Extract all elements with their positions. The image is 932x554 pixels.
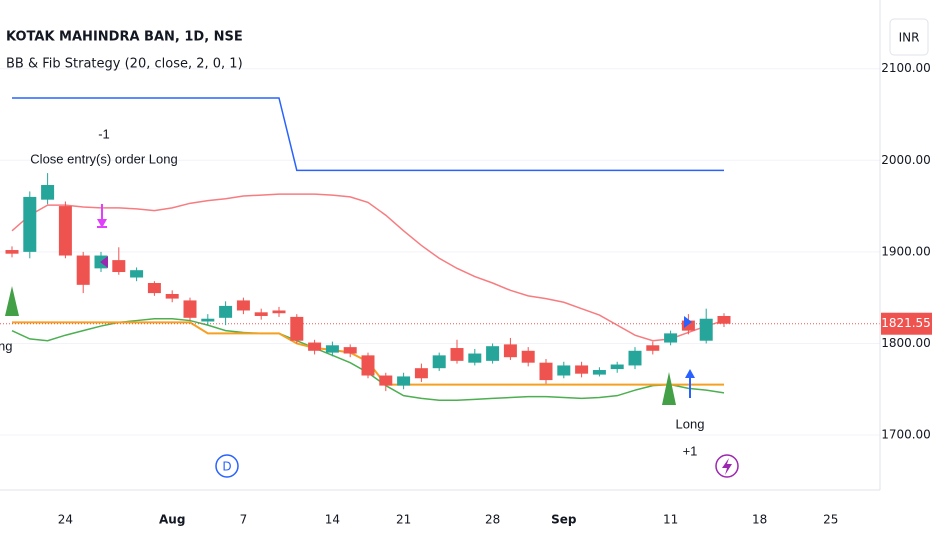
candle-body: [76, 255, 90, 285]
long-entry-arrow: [685, 369, 695, 398]
candle-body: [183, 300, 197, 318]
currency-button[interactable]: [889, 18, 929, 56]
candle-body: [58, 206, 72, 256]
close-entry-arrow: [97, 204, 107, 228]
dividend-event-label[interactable]: D: [222, 460, 231, 474]
x-tick-label: 7: [240, 513, 248, 527]
currency-label[interactable]: INR: [899, 31, 920, 45]
candle-body: [165, 294, 179, 299]
grid: [0, 68, 880, 436]
x-tick-label: 21: [396, 513, 411, 527]
indicator-line: [11, 193, 725, 342]
candle-body: [468, 353, 482, 363]
candle-body: [432, 355, 446, 369]
candle-body: [521, 350, 535, 363]
indicator-title: BB & Fib Strategy (20, close, 2, 0, 1): [6, 57, 243, 72]
candle-body: [112, 260, 126, 273]
candle-body: [592, 370, 606, 375]
x-tick-label: 11: [663, 513, 678, 527]
candle-body: [699, 318, 713, 341]
last-price-label: 1821.55: [881, 316, 931, 330]
entry-marker: [684, 316, 692, 328]
plot: [0, 97, 880, 401]
candle-body: [414, 368, 428, 379]
candle-body: [397, 376, 411, 386]
candle-body: [130, 270, 144, 278]
x-tick-label: Sep: [551, 513, 577, 527]
x-tick-label: 25: [823, 513, 838, 527]
candle-body: [379, 375, 393, 386]
y-tick-label: 1700.00: [881, 428, 931, 442]
candle-body: [575, 365, 589, 374]
candle-body: [664, 333, 678, 343]
candle-body: [41, 185, 55, 200]
last-price-tag: [881, 312, 932, 335]
earnings-event-icon[interactable]: [715, 454, 739, 478]
trade-annotation: +1: [683, 443, 698, 458]
candle-body: [290, 316, 304, 341]
indicator-line: [12, 97, 724, 172]
candle-body: [23, 196, 37, 252]
y-tick-label: 2100.00: [881, 61, 931, 75]
x-tick-label: Aug: [159, 513, 185, 527]
candle-body: [486, 346, 500, 361]
candle-body: [254, 312, 268, 316]
candle-body: [503, 344, 517, 358]
trade-annotation: Close entry(s) order Long: [30, 151, 177, 166]
buy-signal-marker: [662, 372, 676, 405]
exit-marker: [100, 256, 108, 268]
candle-body: [219, 305, 233, 318]
dividend-event-icon[interactable]: [215, 454, 239, 478]
y-tick-label: 1900.00: [881, 244, 931, 258]
candle-body: [5, 250, 19, 254]
trade-annotation: -1: [98, 126, 110, 141]
candle-body: [539, 362, 553, 381]
candle-body: [236, 300, 250, 311]
candle-body: [610, 364, 624, 370]
candle-body: [717, 315, 731, 324]
candle-body: [628, 350, 642, 366]
candle-body: [325, 345, 339, 353]
trade-annotation: Long: [676, 416, 705, 431]
y-tick-label: 2000.00: [881, 153, 931, 167]
x-tick-label: 14: [325, 513, 340, 527]
buy-signal-marker: [5, 286, 19, 316]
candle-body: [147, 283, 161, 294]
y-tick-label: 1800.00: [881, 336, 931, 350]
trade-annotation: ng: [0, 338, 12, 353]
candle-body: [361, 355, 375, 376]
candle-body: [681, 320, 695, 331]
chart-title: KOTAK MAHINDRA BAN, 1D, NSE: [6, 30, 243, 45]
candle-body: [343, 347, 357, 354]
x-tick-label: 18: [752, 513, 767, 527]
candle-body: [201, 318, 215, 322]
candle-body: [308, 342, 322, 351]
candle-body: [450, 348, 464, 361]
x-tick-label: 24: [58, 513, 73, 527]
candle-body: [272, 310, 286, 314]
candle-body: [646, 345, 660, 351]
candle-body: [557, 365, 571, 376]
x-tick-label: 28: [485, 513, 500, 527]
